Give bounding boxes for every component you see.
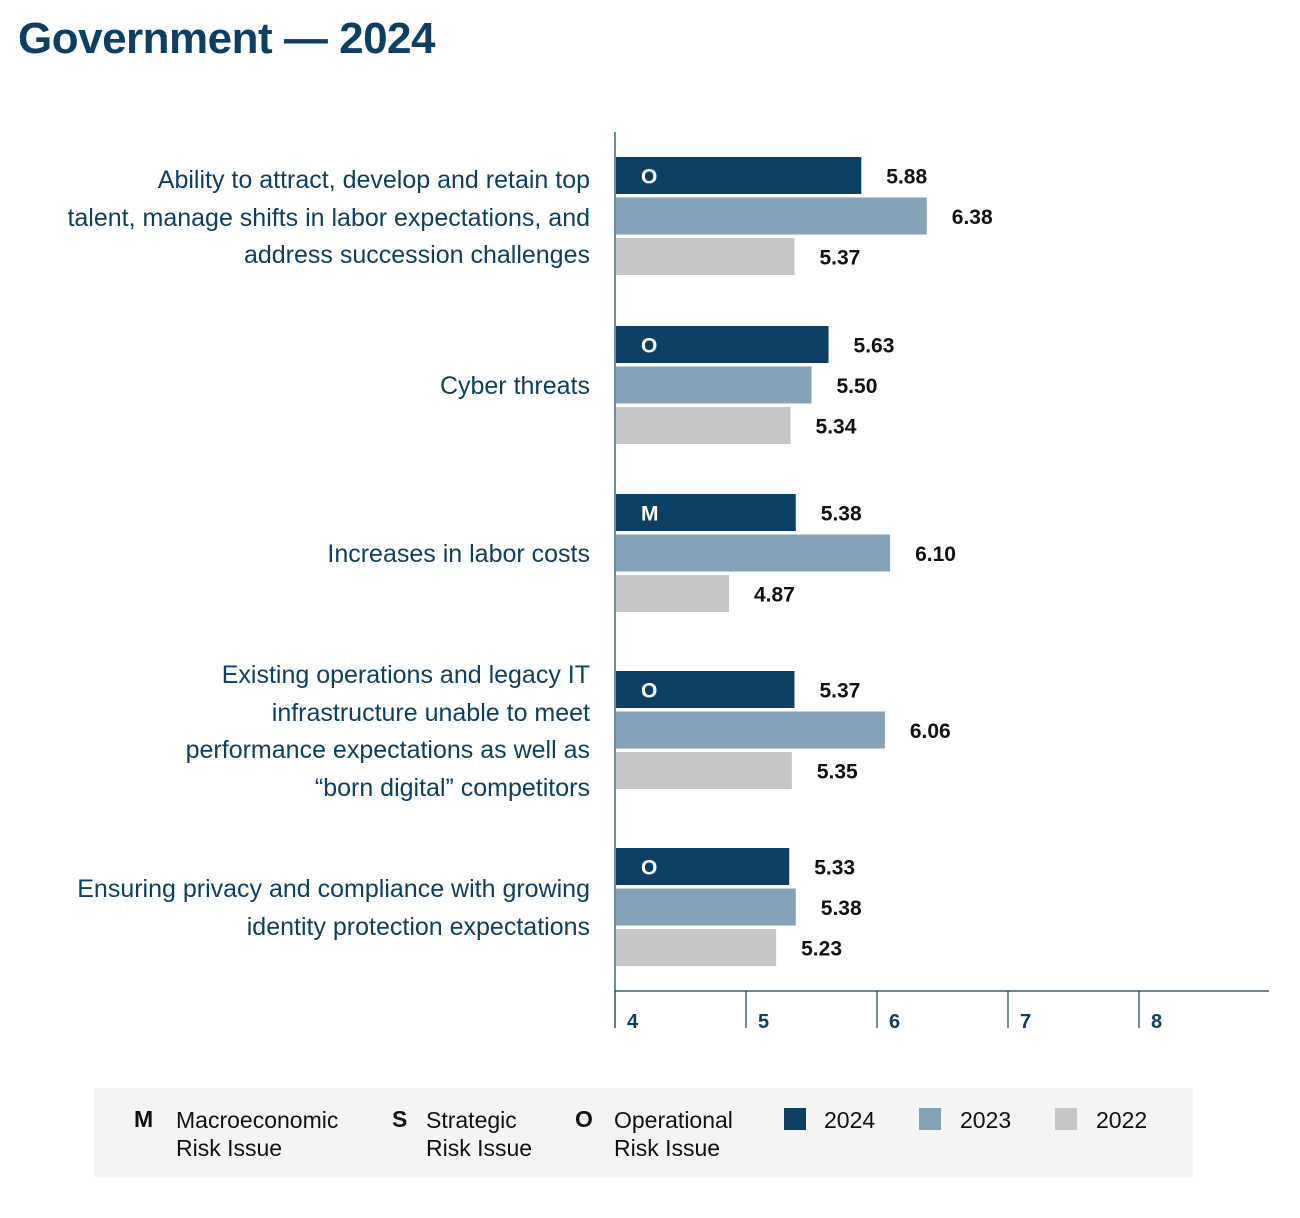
category-label-2-line-1: Cyber threats bbox=[439, 372, 590, 400]
value-label-2022-cat1: 5.37 bbox=[819, 247, 860, 270]
bar-2023-cat4 bbox=[616, 711, 885, 749]
value-label-2024-cat1: 5.88 bbox=[886, 166, 927, 189]
legend-operational-line1: Operational bbox=[614, 1107, 733, 1133]
legend: M Macroeconomic Risk Issue S Strategic R… bbox=[94, 1088, 1193, 1177]
category-label-3: Increases in labor costs bbox=[0, 536, 590, 574]
chart-title: Government — 2024 bbox=[18, 14, 436, 63]
legend-macro-text: Macroeconomic Risk Issue bbox=[176, 1106, 338, 1162]
bar-2024-cat2 bbox=[616, 326, 829, 363]
x-tick-label-7: 7 bbox=[1020, 1011, 1031, 1033]
value-label-2022-cat2: 5.34 bbox=[816, 416, 857, 439]
value-label-2023-cat4: 6.06 bbox=[910, 720, 951, 743]
value-label-2023-cat3: 6.10 bbox=[915, 543, 956, 566]
legend-strategic-line1: Strategic bbox=[426, 1107, 517, 1133]
legend-macro-line1: Macroeconomic bbox=[176, 1107, 339, 1133]
bar-2022-cat3 bbox=[616, 575, 729, 612]
bar-2024-cat5 bbox=[616, 848, 790, 885]
value-label-2022-cat5: 5.23 bbox=[801, 938, 842, 961]
legend-operational-line2: Risk Issue bbox=[614, 1135, 721, 1161]
value-label-2023-cat1: 6.38 bbox=[952, 206, 993, 229]
value-label-2023-cat2: 5.50 bbox=[837, 375, 878, 398]
category-label-4-line-3: performance expectations as well as bbox=[185, 736, 590, 764]
legend-2024-swatch bbox=[784, 1108, 806, 1130]
value-label-2023-cat5: 5.38 bbox=[821, 897, 862, 920]
bar-2024-cat3 bbox=[616, 494, 796, 531]
bar-2022-cat1 bbox=[616, 238, 795, 275]
legend-2022-swatch bbox=[1055, 1108, 1077, 1130]
bar-2023-cat5 bbox=[616, 888, 796, 926]
legend-strategic-letter: S bbox=[392, 1106, 408, 1132]
value-label-2022-cat4: 5.35 bbox=[817, 761, 858, 784]
legend-strategic-text: Strategic Risk Issue bbox=[426, 1106, 532, 1162]
bar-2023-cat2 bbox=[616, 366, 812, 404]
bar-2024-cat4 bbox=[616, 671, 795, 708]
legend-2024-label: 2024 bbox=[824, 1107, 876, 1133]
category-label-1-line-3: address succession challenges bbox=[243, 241, 590, 269]
risk-type-marker-cat5: O bbox=[641, 857, 657, 880]
legend-operational-letter: O bbox=[575, 1106, 593, 1132]
x-tick-label-4: 4 bbox=[627, 1011, 639, 1033]
bar-2023-cat1 bbox=[616, 197, 927, 235]
value-label-2022-cat3: 4.87 bbox=[754, 584, 795, 607]
legend-2023-label: 2023 bbox=[960, 1107, 1012, 1133]
risk-type-marker-cat3: M bbox=[641, 503, 659, 526]
category-label-1-line-1: Ability to attract, develop and retain t… bbox=[157, 166, 590, 194]
risk-type-marker-cat2: O bbox=[641, 335, 657, 358]
legend-operational-text: Operational Risk Issue bbox=[614, 1106, 733, 1162]
legend-2023-swatch bbox=[919, 1108, 941, 1130]
category-label-5-line-2: identity protection expectations bbox=[246, 912, 590, 941]
category-label-2: Cyber threats bbox=[0, 368, 590, 406]
category-label-1: Ability to attract, develop and retain t… bbox=[0, 162, 590, 275]
value-label-2024-cat2: 5.63 bbox=[854, 335, 895, 358]
x-tick-label-6: 6 bbox=[889, 1011, 900, 1033]
value-label-2024-cat4: 5.37 bbox=[819, 680, 860, 703]
category-label-3-line-1: Increases in labor costs bbox=[327, 540, 590, 568]
category-label-5-line-1: Ensuring privacy and compliance with gro… bbox=[77, 875, 590, 903]
bar-chart: 4 5 6 7 8 5.88 O 6.38 5.37 5.63 O 5.50 5.34 5.38 M 6.10… bbox=[614, 132, 1269, 1033]
category-label-4: Existing operations and legacy IT infrast… bbox=[0, 657, 590, 807]
bar-2023-cat3 bbox=[616, 534, 891, 572]
risk-type-marker-cat4: O bbox=[641, 680, 657, 703]
category-label-4-line-1: Existing operations and legacy IT bbox=[221, 661, 590, 689]
legend-2022-label: 2022 bbox=[1096, 1107, 1148, 1133]
category-label-4-line-2: infrastructure unable to meet bbox=[271, 698, 590, 727]
category-label-5: Ensuring privacy and compliance with gro… bbox=[0, 871, 590, 946]
bar-2022-cat2 bbox=[616, 407, 791, 444]
value-label-2024-cat3: 5.38 bbox=[821, 503, 862, 526]
x-tick-label-5: 5 bbox=[758, 1011, 769, 1033]
bar-2022-cat4 bbox=[616, 752, 792, 789]
x-tick-label-8: 8 bbox=[1151, 1011, 1162, 1033]
bar-2022-cat5 bbox=[616, 929, 777, 966]
category-label-1-line-2: talent, manage shifts in labor expectati… bbox=[67, 203, 590, 232]
legend-macro-line2: Risk Issue bbox=[176, 1135, 283, 1161]
value-label-2024-cat5: 5.33 bbox=[814, 857, 855, 880]
risk-type-marker-cat1: O bbox=[641, 166, 657, 189]
category-label-4-line-4: “born digital” competitors bbox=[314, 773, 590, 802]
legend-macro-letter: M bbox=[134, 1106, 154, 1132]
legend-strategic-line2: Risk Issue bbox=[426, 1135, 533, 1161]
bar-2024-cat1 bbox=[616, 157, 862, 194]
